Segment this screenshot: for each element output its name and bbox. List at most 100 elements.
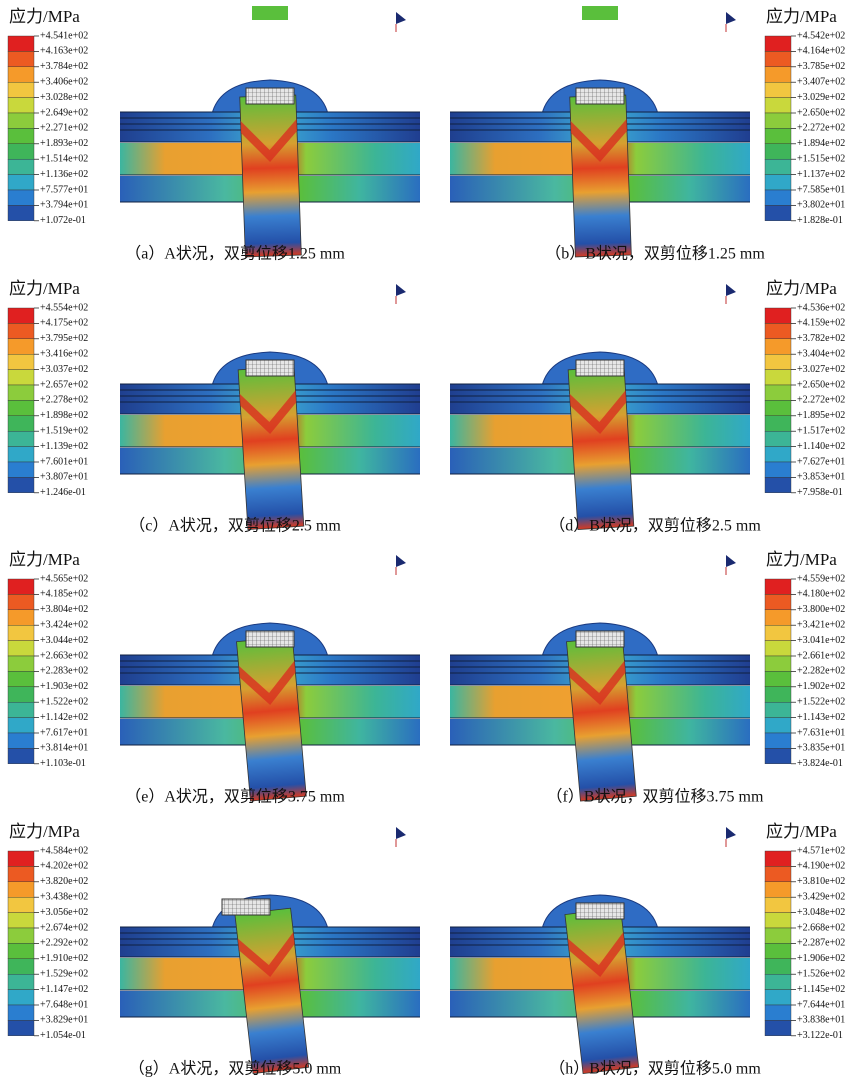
legend-swatch (8, 1005, 34, 1020)
legend-label: +1.137e+02 (797, 169, 845, 180)
legend-swatch (8, 959, 34, 974)
bolt-shank (240, 95, 302, 257)
legend-swatch (8, 990, 34, 1005)
legend-swatch (8, 462, 34, 477)
caption: （h）B状况，双剪位移5.0 mm (549, 1060, 761, 1078)
triad (726, 827, 736, 839)
legend-swatch (8, 1020, 34, 1035)
legend-swatch (765, 943, 791, 958)
legend-label: +4.159e+02 (797, 318, 845, 329)
legend-label: +2.278e+02 (40, 395, 88, 406)
legend-label: +3.122e-01 (797, 1030, 843, 1041)
legend-swatch (8, 718, 34, 733)
fea-model (450, 827, 750, 1074)
legend-swatch (8, 159, 34, 174)
legend-label: +1.054e-01 (40, 1030, 86, 1041)
legend-title: 应力/MPa (9, 822, 80, 841)
legend-swatch (765, 144, 791, 159)
legend-label: +3.838e+01 (797, 1015, 845, 1026)
legend-label: +2.650e+02 (797, 379, 845, 390)
legend-swatch (765, 913, 791, 928)
legend-label: +4.185e+02 (40, 589, 88, 600)
legend-swatch (765, 1005, 791, 1020)
legend-title: 应力/MPa (766, 550, 837, 569)
nut (576, 903, 624, 919)
legend-label: +4.180e+02 (797, 589, 845, 600)
legend-swatch (8, 175, 34, 190)
legend-label: +1.515e+02 (797, 153, 845, 164)
legend-swatch (765, 702, 791, 717)
legend-swatch (765, 687, 791, 702)
legend-label: +3.044e+02 (40, 635, 88, 646)
legend-swatch (8, 610, 34, 625)
legend-label: +4.202e+02 (40, 861, 88, 872)
legend-swatch (765, 579, 791, 594)
legend-label: +3.041e+02 (797, 635, 845, 646)
legend-label: +1.103e-01 (40, 758, 86, 769)
legend-label: +3.029e+02 (797, 92, 845, 103)
legend-label: +2.283e+02 (40, 666, 88, 677)
legend-label: +7.585e+01 (797, 184, 845, 195)
legend-label: +3.416e+02 (40, 348, 88, 359)
fea-model (120, 827, 420, 1074)
legend-label: +3.424e+02 (40, 619, 88, 630)
legend-label: +3.048e+02 (797, 907, 845, 918)
nut (576, 88, 624, 104)
legend-label: +1.529e+02 (40, 968, 88, 979)
legend-label: +3.404e+02 (797, 348, 845, 359)
legend-label: +3.782e+02 (797, 333, 845, 344)
legend-title: 应力/MPa (9, 550, 80, 569)
legend-swatch (765, 447, 791, 462)
legend-label: +1.145e+02 (797, 984, 845, 995)
bolt (570, 95, 632, 257)
nut (576, 360, 624, 376)
legend-label: +3.037e+02 (40, 364, 88, 375)
legend-swatch (765, 897, 791, 912)
legend-swatch (8, 128, 34, 143)
legend-swatch (8, 323, 34, 338)
legend-label: +1.895e+02 (797, 410, 845, 421)
legend-swatch (765, 610, 791, 625)
legend-swatch (765, 882, 791, 897)
legend-label: +3.802e+01 (797, 200, 845, 211)
legend-swatch (8, 928, 34, 943)
legend-label: +2.292e+02 (40, 938, 88, 949)
legend-label: +2.649e+02 (40, 107, 88, 118)
triad (396, 555, 406, 567)
legend-swatch (8, 671, 34, 686)
legend-label: +1.514e+02 (40, 153, 88, 164)
legend-swatch (765, 339, 791, 354)
legend-swatch (8, 144, 34, 159)
fea-model (120, 284, 420, 530)
legend-swatch (8, 733, 34, 748)
legend-swatch (765, 641, 791, 656)
legend-label: +4.542e+02 (797, 30, 845, 41)
legend-swatch (8, 308, 34, 323)
legend-label: +4.163e+02 (40, 46, 88, 57)
legend-swatch (765, 190, 791, 205)
legend-label: +3.810e+02 (797, 876, 845, 887)
legend-swatch (765, 959, 791, 974)
legend-label: +2.668e+02 (797, 922, 845, 933)
legend-swatch (765, 656, 791, 671)
legend-label: +1.517e+02 (797, 425, 845, 436)
legend-swatch (765, 67, 791, 82)
legend-label: +3.853e+01 (797, 472, 845, 483)
legend-label: +1.902e+02 (797, 681, 845, 692)
bolt (238, 366, 304, 529)
legend-swatch (765, 175, 791, 190)
nut (246, 631, 294, 647)
triad (396, 12, 406, 24)
bolt-shank (238, 366, 304, 529)
legend-label: +2.674e+02 (40, 922, 88, 933)
legend-label: +3.800e+02 (797, 604, 845, 615)
legend-swatch (8, 897, 34, 912)
legend-label: +4.565e+02 (40, 573, 88, 584)
triad (726, 555, 736, 567)
legend-label: +1.910e+02 (40, 953, 88, 964)
legend-swatch (765, 594, 791, 609)
legend-label: +1.147e+02 (40, 984, 88, 995)
legend-label: +1.828e-01 (797, 215, 843, 226)
legend-swatch (8, 67, 34, 82)
legend-label: +2.663e+02 (40, 650, 88, 661)
